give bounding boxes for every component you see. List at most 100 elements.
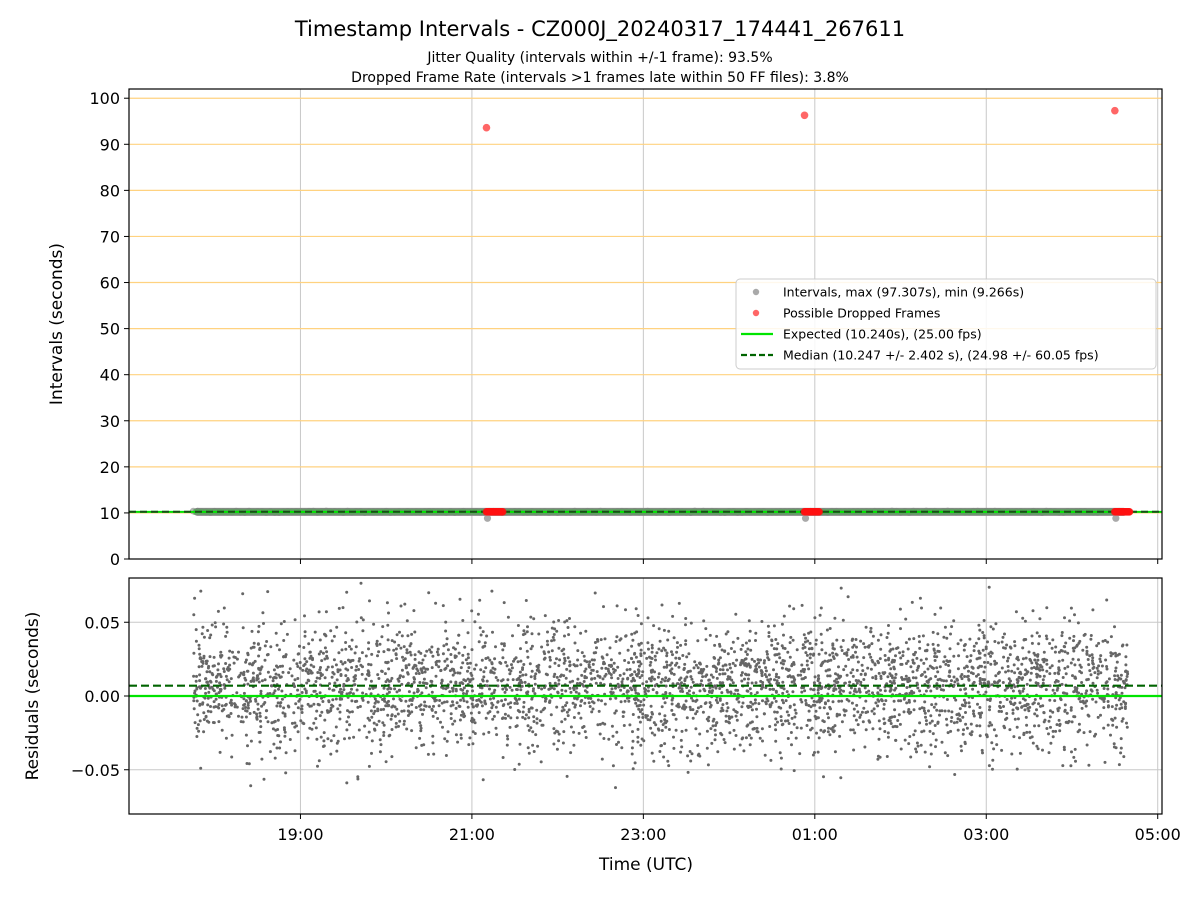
residual-point (438, 699, 442, 702)
residual-point (228, 649, 232, 653)
residual-point (803, 689, 807, 693)
residual-point (1060, 631, 1064, 634)
residual-point (706, 763, 710, 767)
residual-point (1085, 652, 1089, 656)
residual-point (423, 670, 427, 674)
residual-point (698, 662, 702, 666)
residual-point (721, 672, 725, 676)
residual-point (779, 706, 783, 710)
residual-point (562, 730, 566, 734)
residual-point (1069, 661, 1073, 665)
residual-point (553, 627, 557, 631)
residual-point (1088, 730, 1092, 734)
residual-point (962, 648, 966, 652)
residual-point (684, 699, 688, 703)
residual-point (641, 716, 645, 719)
residual-point (992, 747, 996, 751)
residual-point (560, 709, 564, 713)
residual-point (337, 651, 341, 655)
residual-point (978, 724, 982, 728)
residual-point (332, 734, 336, 738)
residual-point (653, 654, 657, 658)
residual-point (296, 730, 300, 734)
residual-point (994, 622, 998, 626)
residual-point (1037, 724, 1041, 728)
residual-point (1020, 677, 1024, 681)
residual-point (208, 636, 212, 640)
residual-point (964, 687, 967, 691)
residual-point (845, 673, 849, 677)
residual-point (819, 728, 823, 732)
residual-point (788, 655, 792, 659)
residual-point (868, 652, 872, 656)
residual-point (1065, 720, 1069, 724)
residual-point (550, 639, 554, 643)
residual-point (827, 726, 830, 730)
residual-point (858, 715, 862, 719)
top-axes-frame (128, 88, 1163, 560)
residual-point (220, 709, 224, 713)
residual-point (260, 679, 264, 683)
residual-point (616, 682, 620, 686)
residual-point (713, 738, 717, 742)
residual-point (214, 679, 218, 683)
residual-point (786, 650, 790, 654)
residual-point (229, 712, 233, 715)
residual-point (653, 677, 656, 681)
residual-point (320, 659, 324, 663)
residual-point (258, 672, 262, 676)
dropped-frame-point (498, 508, 507, 516)
residual-point (964, 701, 967, 705)
residual-point (802, 686, 806, 690)
residual-point (720, 733, 724, 737)
residual-point (764, 666, 768, 670)
residual-point (1041, 668, 1045, 672)
residual-point (249, 739, 253, 743)
residual-point (381, 625, 385, 629)
residual-point (1048, 642, 1052, 645)
top-y-tick-label: 80 (100, 181, 120, 200)
residual-point (590, 677, 594, 681)
residual-point (608, 646, 612, 650)
residual-point (813, 616, 817, 620)
residual-point (780, 622, 784, 626)
residual-point (953, 680, 957, 684)
residual-point (1041, 748, 1044, 752)
residual-point (510, 666, 514, 670)
residual-point (419, 729, 423, 733)
residual-point (642, 651, 646, 655)
residual-point (518, 742, 522, 746)
residual-point (964, 722, 968, 726)
residual-point (1074, 676, 1078, 680)
residual-point (860, 710, 864, 714)
residual-point (967, 677, 971, 681)
residual-point (506, 615, 510, 619)
residual-point (580, 673, 584, 677)
residual-point (532, 715, 536, 719)
residual-point (275, 746, 279, 750)
residual-point (345, 720, 349, 724)
residual-point (457, 651, 461, 655)
residual-point (483, 644, 487, 648)
residual-point (1094, 700, 1098, 704)
residual-point (1120, 691, 1124, 695)
residual-point (633, 631, 637, 635)
residual-point (1093, 671, 1097, 675)
residual-point (1042, 657, 1046, 661)
residual-point (886, 731, 890, 735)
residual-point (336, 670, 340, 674)
residual-point (670, 667, 674, 671)
residual-point (610, 676, 614, 680)
residual-point (392, 648, 396, 652)
residual-point (977, 637, 981, 641)
residual-point (449, 712, 453, 716)
residual-point (523, 680, 527, 684)
residual-point (1064, 672, 1068, 676)
residual-point (1008, 700, 1012, 704)
residual-point (1018, 676, 1022, 680)
residual-point (910, 600, 914, 604)
residual-point (684, 728, 688, 732)
residual-point (701, 683, 705, 687)
residual-point (634, 691, 638, 695)
residual-point (774, 675, 778, 679)
